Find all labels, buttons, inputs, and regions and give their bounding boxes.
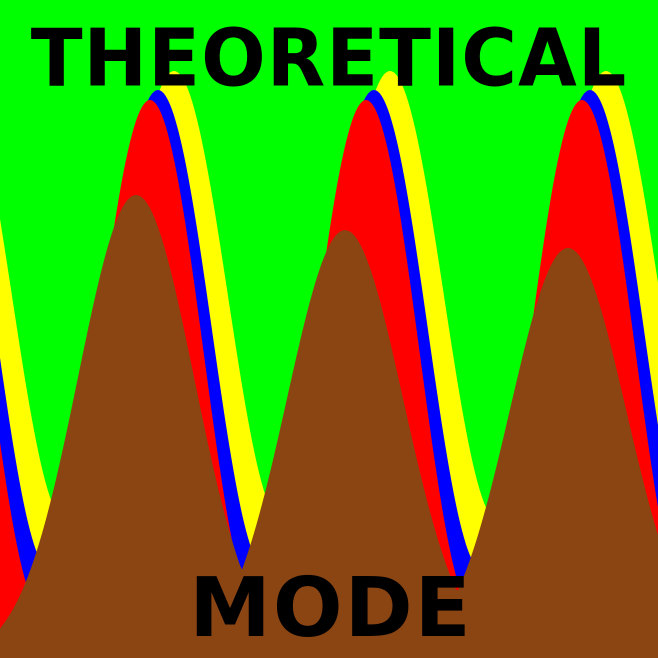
title-theoretical: THEORETICAL <box>30 10 628 105</box>
brown-ground-hills <box>0 195 658 658</box>
title-mode: MODE <box>189 561 473 656</box>
